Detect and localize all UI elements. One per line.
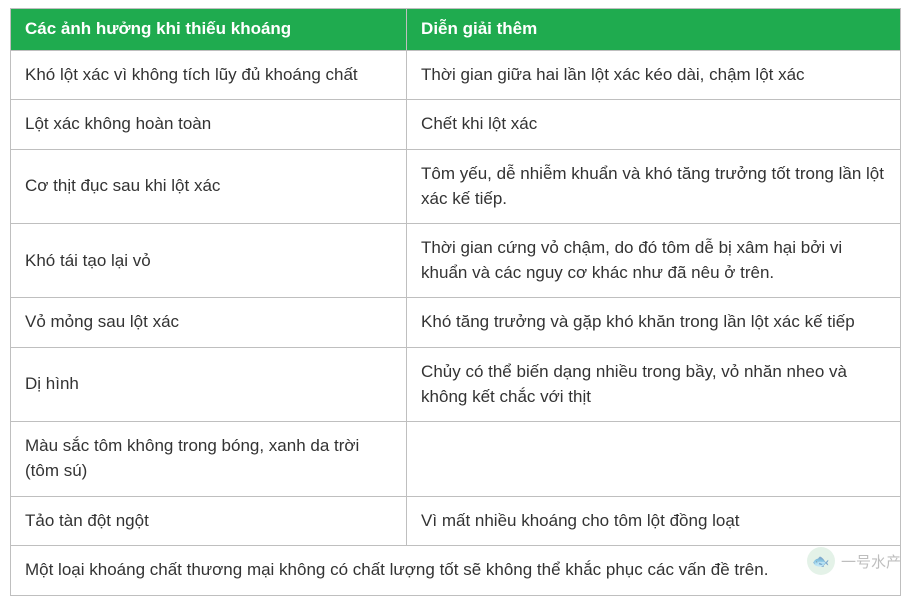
table-row: Vỏ mỏng sau lột xác Khó tăng trưởng và g… bbox=[11, 298, 901, 348]
cell-explain bbox=[407, 422, 901, 496]
cell-explain: Chết khi lột xác bbox=[407, 100, 901, 150]
table-row: Lột xác không hoàn toàn Chết khi lột xác bbox=[11, 100, 901, 150]
cell-explain: Tôm yếu, dễ nhiễm khuẩn và khó tăng trưở… bbox=[407, 149, 901, 223]
table-row: Khó tái tạo lại vỏ Thời gian cứng vỏ chậ… bbox=[11, 224, 901, 298]
effects-table: Các ảnh hưởng khi thiếu khoáng Diễn giải… bbox=[10, 8, 901, 596]
cell-effect: Màu sắc tôm không trong bóng, xanh da tr… bbox=[11, 422, 407, 496]
table-header-row: Các ảnh hưởng khi thiếu khoáng Diễn giải… bbox=[11, 9, 901, 51]
cell-effect: Tảo tàn đột ngột bbox=[11, 496, 407, 546]
cell-effect: Khó tái tạo lại vỏ bbox=[11, 224, 407, 298]
page-wrap: Các ảnh hưởng khi thiếu khoáng Diễn giải… bbox=[0, 0, 911, 585]
col-header-explain: Diễn giải thêm bbox=[407, 9, 901, 51]
cell-effect: Khó lột xác vì không tích lũy đủ khoáng … bbox=[11, 50, 407, 100]
cell-effect: Vỏ mỏng sau lột xác bbox=[11, 298, 407, 348]
cell-explain: Vì mất nhiều khoáng cho tôm lột đồng loạ… bbox=[407, 496, 901, 546]
cell-effect: Cơ thịt đục sau khi lột xác bbox=[11, 149, 407, 223]
table-footer-row: Một loại khoáng chất thương mại không có… bbox=[11, 546, 901, 596]
cell-explain: Chủy có thể biến dạng nhiều trong bầy, v… bbox=[407, 348, 901, 422]
table-footer: Một loại khoáng chất thương mại không có… bbox=[11, 546, 901, 596]
col-header-effects: Các ảnh hưởng khi thiếu khoáng bbox=[11, 9, 407, 51]
table-row: Màu sắc tôm không trong bóng, xanh da tr… bbox=[11, 422, 901, 496]
table-row: Cơ thịt đục sau khi lột xác Tôm yếu, dễ … bbox=[11, 149, 901, 223]
cell-explain: Khó tăng trưởng và gặp khó khăn trong lầ… bbox=[407, 298, 901, 348]
table-row: Tảo tàn đột ngột Vì mất nhiều khoáng cho… bbox=[11, 496, 901, 546]
table-row: Khó lột xác vì không tích lũy đủ khoáng … bbox=[11, 50, 901, 100]
cell-explain: Thời gian giữa hai lần lột xác kéo dài, … bbox=[407, 50, 901, 100]
cell-explain: Thời gian cứng vỏ chậm, do đó tôm dễ bị … bbox=[407, 224, 901, 298]
table-row: Dị hình Chủy có thể biến dạng nhiều tron… bbox=[11, 348, 901, 422]
cell-effect: Lột xác không hoàn toàn bbox=[11, 100, 407, 150]
cell-effect: Dị hình bbox=[11, 348, 407, 422]
